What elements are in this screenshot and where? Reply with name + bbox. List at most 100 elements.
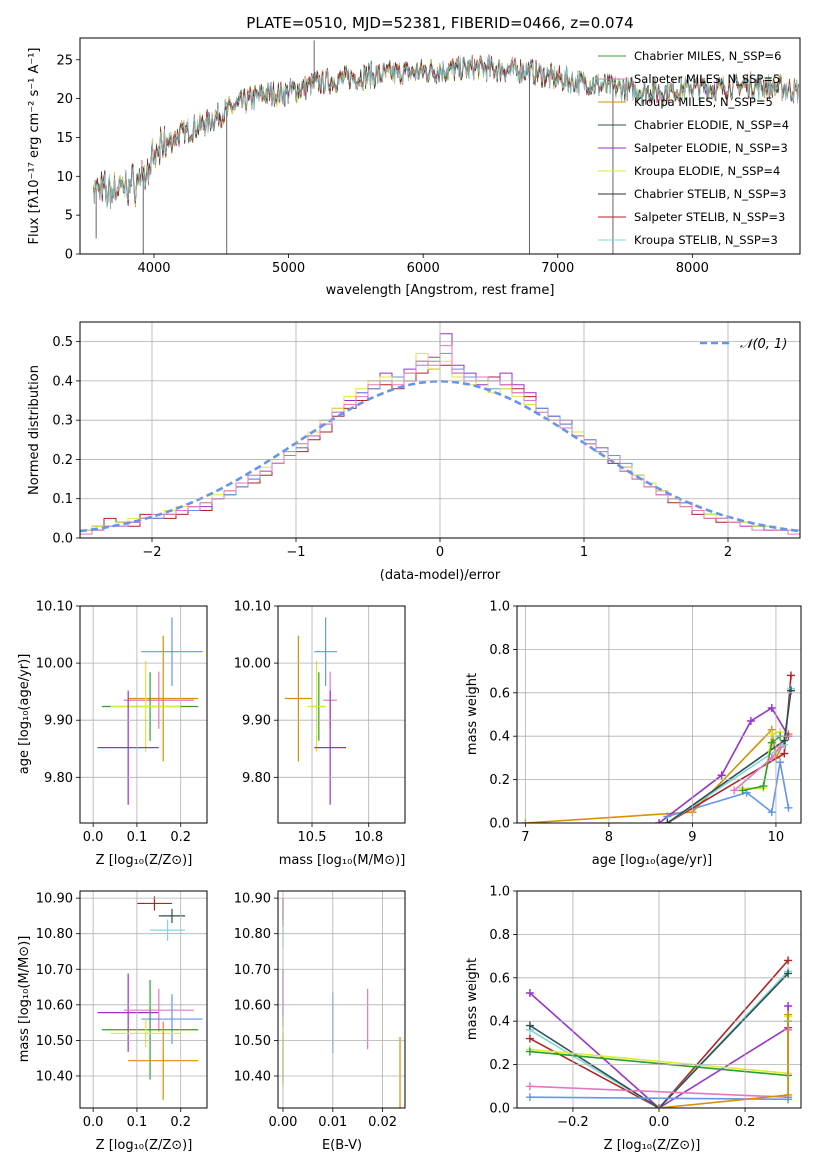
mass-vs-Z-series xyxy=(97,896,203,1100)
mass-vs-Z-ylabel: mass [log₁₀(M/M⊙)] xyxy=(17,936,32,1063)
data-point-marker xyxy=(525,1034,534,1043)
mass-weight-series xyxy=(667,762,790,818)
legend-label: Kroupa STELIB, N_SSP=3 xyxy=(634,233,778,247)
age-vs-mass-axes: 10.5 10.8 9.80 9.90 10.00 10.10 xyxy=(234,600,406,845)
x-tick-label: 0.0 xyxy=(649,1115,670,1130)
mass-weight-vs-Z-xlabel: Z [log₁₀(Z/Z⊙)] xyxy=(604,1138,701,1153)
x-tick-label: 9 xyxy=(688,830,696,845)
plot-frame xyxy=(79,605,208,824)
errorbar-point xyxy=(137,566,172,600)
x-tick-label: 2 xyxy=(724,545,732,560)
y-tick-label: 10.90 xyxy=(36,892,73,907)
y-tick-label: 0.0 xyxy=(489,1102,510,1117)
data-point-marker xyxy=(767,808,776,817)
y-tick-label: 1.0 xyxy=(489,600,510,615)
data-point-marker xyxy=(730,786,739,795)
data-point-marker xyxy=(525,1082,534,1091)
figure-title: PLATE=0510, MJD=52381, FIBERID=0466, z=0… xyxy=(246,14,633,32)
data-point-marker xyxy=(784,1002,793,1011)
y-tick-label: 10.00 xyxy=(36,657,73,672)
y-tick-label: 0.8 xyxy=(489,643,510,658)
data-point-marker xyxy=(767,730,776,739)
y-tick-label: 5 xyxy=(65,209,73,224)
x-tick-label: 0.2 xyxy=(170,1115,191,1130)
y-tick-label: 10.60 xyxy=(234,998,271,1013)
plot-frame xyxy=(79,37,801,255)
y-tick-label: 10.90 xyxy=(234,892,271,907)
data-point-marker xyxy=(786,686,795,695)
legend-label: Kroupa ELODIE, N_SSP=4 xyxy=(634,164,780,178)
x-tick-label: 0.0 xyxy=(83,1115,104,1130)
spectrum-panel: 4000 5000 6000 7000 8000 0 5 10 15 20 25 Chabrier … xyxy=(27,37,801,298)
legend-label: Salpeter ELODIE, N_SSP=3 xyxy=(634,141,788,155)
x-tick-label: −1 xyxy=(286,545,305,560)
age-vs-Z-ylabel: age [log₁₀(age/yr)] xyxy=(17,654,32,775)
plot-frame xyxy=(277,605,406,824)
y-tick-label: 9.80 xyxy=(242,771,271,786)
spectrum-axes: 4000 5000 6000 7000 8000 0 5 10 15 20 25 xyxy=(56,37,801,276)
x-tick-label: 0.00 xyxy=(269,1115,298,1130)
plot-frame xyxy=(79,321,801,539)
legend-label: Salpeter MILES, N_SSP=5 xyxy=(634,72,780,86)
y-tick-label: 0.3 xyxy=(52,414,73,429)
mass-vs-EBV-panel: 0.00 0.01 0.02 10.40 10.50 10.60 10.70 10.80 10.… xyxy=(234,890,406,1153)
mass-weight-vs-age-xlabel: age [log₁₀(age/yr)] xyxy=(592,853,713,868)
errorbar-point xyxy=(314,690,347,805)
y-tick-label: 0.1 xyxy=(52,492,73,507)
y-tick-label: 10.60 xyxy=(36,998,73,1013)
y-tick-label: 20 xyxy=(56,92,73,107)
errorbar-point xyxy=(159,560,185,583)
y-tick-label: 25 xyxy=(56,53,73,68)
age-vs-mass-panel: 10.5 10.8 9.80 9.90 10.00 10.10 mass [log₁₀(M… xyxy=(234,600,406,868)
age-vs-mass-xlabel: mass [log₁₀(M/M⊙)] xyxy=(279,853,406,868)
data-point-marker xyxy=(780,736,789,745)
residuals-xlabel: (data-model)/error xyxy=(380,568,501,583)
y-tick-label: 0.2 xyxy=(489,1058,510,1073)
y-tick-label: 0.4 xyxy=(489,730,510,745)
mass-vs-EBV-axes: 0.00 0.01 0.02 10.40 10.50 10.60 10.70 10.80 10.… xyxy=(234,890,406,1130)
errorbar-point xyxy=(128,635,199,762)
data-point-marker xyxy=(776,758,785,767)
age-vs-Z-xlabel: Z [log₁₀(Z/Z⊙)] xyxy=(96,853,193,868)
mass-weight-series xyxy=(525,727,790,823)
residuals-axes: −2 −1 0 1 2 0.0 0.1 0.2 0.3 0.4 0.5 xyxy=(52,321,801,560)
y-tick-label: 0.5 xyxy=(52,335,73,350)
errorbar-point xyxy=(110,1019,181,1048)
errorbar-point xyxy=(97,690,159,805)
y-tick-label: 0.2 xyxy=(489,773,510,788)
age-vs-Z-axes: 0.0 0.1 0.2 9.80 9.90 10.00 10.10 xyxy=(36,600,208,845)
spectrum-xlabel: wavelength [Angstrom, rest frame] xyxy=(326,283,555,298)
y-tick-label: 10.50 xyxy=(36,1034,73,1049)
errorbar-point xyxy=(123,988,194,1032)
plot-frame xyxy=(277,890,406,1109)
x-tick-label: 0.1 xyxy=(127,1115,148,1130)
mass-weight-vs-Z-ylabel: mass weight xyxy=(465,958,480,1040)
mass-vs-EBV-xlabel: E(B-V) xyxy=(322,1138,362,1153)
errorbar-point xyxy=(158,908,186,924)
data-point-marker xyxy=(784,803,793,812)
data-point-marker xyxy=(767,753,776,762)
legend-label: Salpeter STELIB, N_SSP=3 xyxy=(634,210,785,224)
errorbar-point xyxy=(150,919,186,941)
legend-label: Chabrier ELODIE, N_SSP=4 xyxy=(634,118,789,132)
y-tick-label: 10.80 xyxy=(234,927,271,942)
mass-vs-Z-xlabel: Z [log₁₀(Z/Z⊙)] xyxy=(96,1138,193,1153)
y-tick-label: 0.4 xyxy=(489,1015,510,1030)
errorbar-point xyxy=(150,566,185,589)
errorbar-point xyxy=(110,660,181,753)
legend-label: Chabrier STELIB, N_SSP=3 xyxy=(634,187,786,201)
mass-weight-series xyxy=(658,706,790,823)
y-tick-label: 10.80 xyxy=(36,927,73,942)
errorbar-point xyxy=(314,617,337,686)
age-vs-Z-series xyxy=(97,560,203,805)
y-tick-label: 0.6 xyxy=(489,971,510,986)
x-tick-label: 0.2 xyxy=(735,1115,756,1130)
data-point-marker xyxy=(525,1047,534,1056)
y-tick-label: 0.4 xyxy=(52,374,73,389)
data-point-marker xyxy=(784,1090,793,1099)
residuals-panel: −2 −1 0 1 2 0.0 0.1 0.2 0.3 0.4 0.5 𝒩(0, 1) (data-… xyxy=(27,321,801,583)
errorbar-point xyxy=(307,660,326,753)
data-point-marker xyxy=(525,1093,534,1102)
data-point-marker xyxy=(776,743,785,752)
errorbar-point xyxy=(123,671,194,729)
